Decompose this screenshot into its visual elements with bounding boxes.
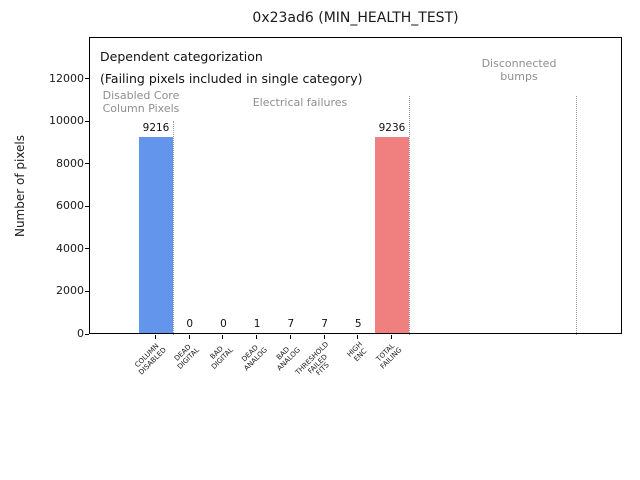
y-tick-label: 4000 [56,241,84,255]
bar-value-label: 5 [354,317,362,330]
x-tick-mark [155,335,156,339]
section-label: Electrical failures [252,96,348,109]
x-tick-label-text: HIGH ENC [345,340,369,363]
y-tick-mark [85,205,89,207]
x-tick-mark [289,335,291,339]
y-tick-mark [85,290,89,292]
y-tick-mark [85,120,89,122]
bar-value-label: 7 [321,317,328,330]
y-tick-mark [85,248,89,250]
y-tick-mark [85,333,89,335]
x-tick-mark [188,335,190,339]
y-tick-label: 6000 [56,199,84,213]
section-separator-line [408,96,410,335]
x-tick-label-text: COLUMN DISABLED [133,342,168,377]
x-tick-mark [256,335,258,339]
y-tick-label: 2000 [56,284,84,298]
y-tick-label: 0 [77,327,84,340]
bar [375,136,409,333]
section-separator-line [172,121,174,335]
x-tick-label-text: BAD DIGITAL [208,344,235,371]
plot-area: Dependent categorization (Failing pixels… [89,37,622,335]
annotation-note-line2: (Failing pixels included in single categ… [100,71,363,86]
y-tick-label: 8000 [56,156,84,170]
x-tick-label-text: DEAD ANALOG [239,343,269,373]
x-tick-mark [222,335,224,339]
x-tick-label-text: DEAD DIGITAL [173,342,201,371]
x-tick-label-text: TOTAL FAILING [374,341,404,371]
annotation-note-line1: Dependent categorization [100,49,263,64]
section-label: Disabled Core Column Pixels [102,89,180,115]
section-label: Disconnected bumps [481,57,557,83]
bar-value-label: 9216 [142,122,170,135]
y-tick-label: 12000 [49,71,84,85]
bar-value-label: 9236 [378,121,406,134]
x-tick-mark [390,335,392,339]
bar [139,137,173,333]
x-tick-mark [357,335,359,339]
section-separator-line [575,96,577,335]
x-tick-label-text: THRESHOLD FAILED FITS [294,340,332,378]
y-tick-mark [85,78,89,80]
bar-value-label: 0 [186,318,194,330]
chart-title: 0x23ad6 (MIN_HEALTH_TEST) [252,10,459,26]
bar-value-label: 0 [220,318,227,330]
y-tick-mark [85,163,89,165]
x-tick-mark [323,335,325,339]
bar-value-label: 7 [287,317,295,330]
y-tick-label: 10000 [49,114,84,128]
y-axis-label: Number of pixels [13,134,27,238]
bar-value-label: 1 [253,317,261,330]
